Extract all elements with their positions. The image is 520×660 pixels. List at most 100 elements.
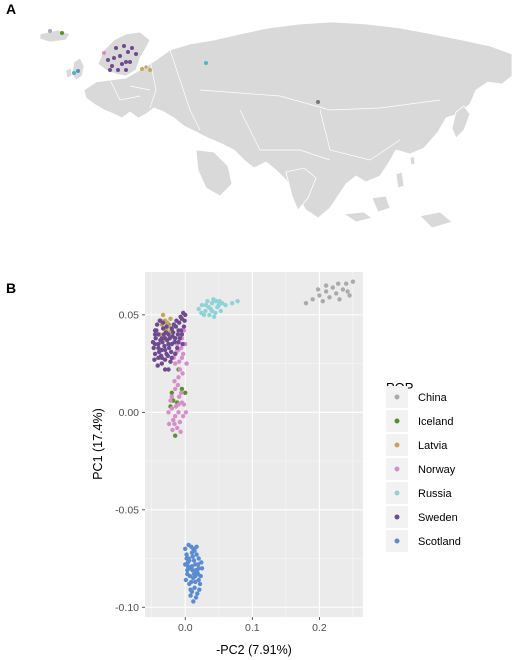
point-scotland (186, 542, 191, 548)
point-sweden (171, 322, 176, 327)
point-scotland (185, 560, 191, 565)
point-sweden (155, 363, 160, 368)
point-russia (230, 301, 235, 306)
point-sweden (152, 357, 157, 362)
point-scotland (183, 546, 188, 551)
point-norway (177, 419, 183, 425)
point-sweden (156, 332, 161, 337)
map-borneo (371, 195, 391, 213)
point-russia (211, 314, 217, 319)
point-russia (213, 310, 218, 316)
point-russia (203, 308, 208, 314)
point-sweden (152, 332, 158, 337)
series-russia (196, 297, 240, 319)
map-ireland (65, 67, 73, 79)
point-scotland (187, 573, 193, 579)
point-norway (176, 375, 181, 380)
point-sweden (156, 349, 162, 355)
map-new-guinea (419, 211, 453, 229)
y-tick-label: -0.10 (115, 602, 139, 614)
point-sweden (168, 359, 173, 364)
point-china (336, 281, 341, 286)
point-scotland (197, 587, 202, 592)
legend-key-scotland (394, 538, 400, 544)
point-norway (175, 425, 180, 431)
point-china (323, 289, 329, 294)
point-sweden (151, 345, 156, 351)
point-norway (183, 410, 189, 415)
map-japan (451, 105, 471, 139)
panel-b-label: B (6, 280, 16, 296)
point-norway (181, 351, 186, 357)
point-scotland (188, 593, 193, 598)
point-norway (181, 402, 187, 407)
point-scotland (184, 556, 189, 561)
point-latvia (160, 312, 166, 318)
point-russia (199, 310, 204, 316)
point-iceland (169, 390, 174, 395)
point-norway (173, 386, 178, 392)
point-china (330, 285, 335, 290)
point-norway (168, 398, 173, 403)
point-sweden (181, 324, 187, 329)
legend-label-china: China (418, 392, 448, 404)
point-scotland (196, 566, 201, 571)
legend-label-iceland: Iceland (418, 416, 453, 428)
point-sweden (169, 355, 174, 360)
legend-label-sweden: Sweden (418, 512, 458, 524)
point-scotland (193, 579, 198, 585)
point-sweden (171, 330, 176, 335)
point-china (337, 297, 342, 302)
point-sweden (160, 326, 166, 331)
series-norway (166, 328, 189, 434)
point-scotland (190, 568, 195, 573)
legend-label-norway: Norway (418, 464, 456, 476)
point-norway (181, 414, 186, 419)
point-sweden (161, 332, 166, 337)
point-scotland (189, 579, 194, 585)
series-china (303, 279, 356, 306)
point-norway (180, 371, 185, 376)
map-point-russia (204, 61, 208, 65)
point-sweden (162, 367, 168, 372)
point-china (344, 281, 349, 286)
point-scotland (199, 566, 205, 571)
point-china (334, 291, 339, 296)
x-tick-label: 0.1 (245, 622, 260, 634)
point-norway (172, 421, 177, 427)
point-china (340, 287, 346, 292)
point-sweden (174, 318, 179, 323)
y-tick-label: 0.05 (119, 309, 140, 321)
point-scotland (189, 564, 195, 569)
point-russia (215, 304, 220, 310)
point-norway (177, 359, 182, 364)
point-norway (177, 394, 182, 399)
map-indonesia (342, 211, 373, 223)
point-sweden (167, 336, 172, 341)
y-tick-label: -0.05 (115, 504, 139, 516)
point-norway (173, 414, 178, 419)
point-russia (217, 299, 222, 304)
legend-label-scotland: Scotland (418, 536, 461, 548)
point-russia (205, 299, 210, 304)
map-mainland (83, 21, 513, 219)
point-sweden (164, 324, 169, 329)
point-sweden (182, 318, 187, 323)
point-sweden (177, 336, 183, 341)
point-scotland (184, 552, 189, 557)
legend-label-latvia: Latvia (418, 440, 448, 452)
point-china (347, 293, 352, 298)
scatter-points (150, 279, 356, 604)
point-scotland (191, 558, 197, 563)
point-scotland (199, 560, 204, 565)
point-scotland (192, 585, 197, 590)
point-norway (176, 402, 181, 407)
point-sweden (165, 353, 170, 358)
point-latvia (168, 316, 173, 321)
y-tick-label: 0.00 (119, 407, 140, 419)
point-china (315, 287, 321, 292)
point-norway (179, 390, 184, 395)
point-latvia (164, 320, 170, 325)
map-points-latvia (140, 65, 152, 72)
point-russia (203, 302, 209, 308)
